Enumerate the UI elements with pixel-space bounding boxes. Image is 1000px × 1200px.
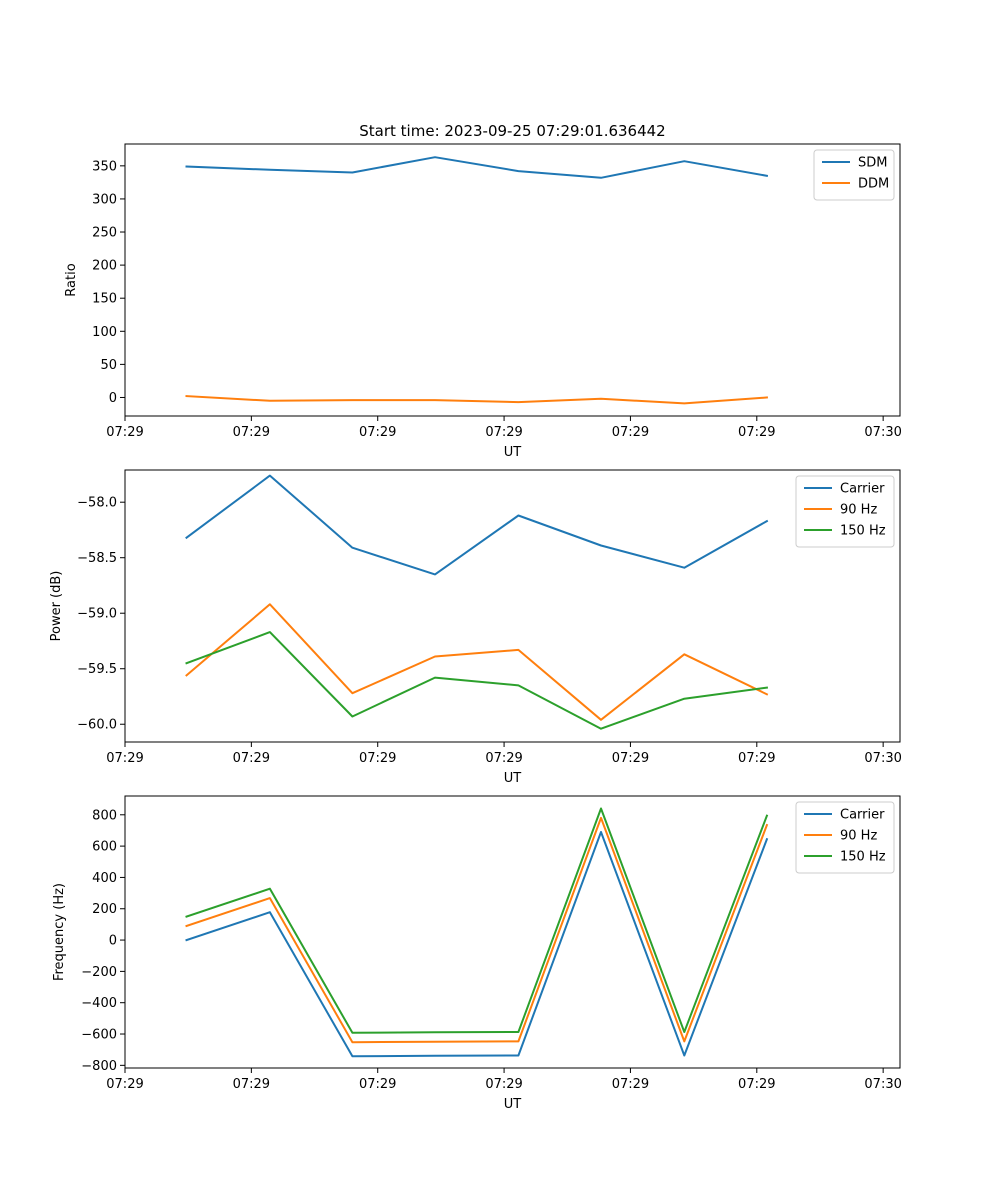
legend: Carrier 90 Hz 150 Hz <box>795 801 895 874</box>
axes-frame <box>124 469 901 743</box>
y-tick-label: 50 <box>100 358 117 373</box>
x-axis-label: UT <box>504 771 522 786</box>
x-tick-label: 07:30 <box>864 751 901 766</box>
y-tick-label: −600 <box>81 1028 117 1043</box>
x-tick-label: 07:29 <box>233 751 270 766</box>
x-tick-label: 07:29 <box>106 425 143 440</box>
y-tick-label: −200 <box>81 965 117 980</box>
x-tick-label: 07:29 <box>359 751 396 766</box>
series-line-150-hz <box>185 631 769 730</box>
legend-label: 150 Hz <box>840 524 886 539</box>
series-line-carrier <box>185 831 769 1058</box>
series-line-150-hz <box>185 807 769 1034</box>
y-tick-label: −800 <box>81 1059 117 1074</box>
x-axis-label: UT <box>504 1097 522 1112</box>
x-tick-label: 07:29 <box>612 425 649 440</box>
x-tick-label: 07:30 <box>864 1077 901 1092</box>
x-tick-label: 07:29 <box>485 1077 522 1092</box>
x-tick-label: 07:29 <box>612 1077 649 1092</box>
x-tick-label: 07:29 <box>233 1077 270 1092</box>
legend-label: SDM <box>858 156 887 171</box>
x-tick-label: 07:30 <box>864 425 901 440</box>
legend-label: 150 Hz <box>840 850 886 865</box>
y-tick-label: 250 <box>92 226 117 241</box>
series-line-carrier <box>185 474 769 576</box>
chart-panel-3: 07:29 07:29 07:29 07:29 07:29 07:29 07:30 −800 −… <box>52 795 902 1112</box>
y-tick-label: −59.0 <box>77 607 117 622</box>
x-tick-label: 07:29 <box>106 1077 143 1092</box>
legend: Carrier 90 Hz 150 Hz <box>795 475 895 548</box>
series-line-sdm <box>185 156 769 179</box>
chart-title: Start time: 2023-09-25 07:29:01.636442 <box>359 122 665 140</box>
y-tick-label: 200 <box>92 902 117 917</box>
y-axis-label: Ratio <box>64 263 79 296</box>
y-axis-label: Frequency (Hz) <box>52 883 67 981</box>
axes-frame <box>124 143 901 417</box>
x-tick-label: 07:29 <box>738 425 775 440</box>
chart-panel-2: 07:29 07:29 07:29 07:29 07:29 07:29 07:30 −60.0… <box>49 469 902 786</box>
series-line-ddm <box>185 395 768 405</box>
series-line-90-hz <box>185 816 769 1044</box>
x-axis-label: UT <box>504 445 522 460</box>
y-tick-label: −58.0 <box>77 496 117 511</box>
legend-label: Carrier <box>840 808 885 823</box>
x-tick-label: 07:29 <box>233 425 270 440</box>
y-tick-label: 150 <box>92 292 117 307</box>
y-tick-label: 200 <box>92 259 117 274</box>
y-tick-label: 0 <box>109 391 117 406</box>
axes-frame <box>124 795 901 1069</box>
legend-label: 90 Hz <box>840 503 877 518</box>
y-tick-label: 300 <box>92 192 117 207</box>
series-line-90-hz <box>185 603 769 721</box>
x-tick-label: 07:29 <box>738 751 775 766</box>
x-tick-label: 07:29 <box>612 751 649 766</box>
x-tick-label: 07:29 <box>359 425 396 440</box>
y-tick-label: 100 <box>92 325 117 340</box>
x-tick-label: 07:29 <box>485 751 522 766</box>
x-tick-label: 07:29 <box>106 751 143 766</box>
y-tick-label: 600 <box>92 840 117 855</box>
y-tick-label: −58.5 <box>77 551 117 566</box>
y-axis-label: Power (dB) <box>49 571 64 642</box>
y-tick-label: 800 <box>92 808 117 823</box>
x-tick-label: 07:29 <box>485 425 522 440</box>
y-tick-label: −60.0 <box>77 718 117 733</box>
legend: SDM DDM <box>813 149 895 201</box>
legend-label: Carrier <box>840 482 885 497</box>
y-tick-label: 350 <box>92 159 117 174</box>
x-tick-label: 07:29 <box>738 1077 775 1092</box>
y-tick-label: 0 <box>109 934 117 949</box>
y-tick-label: 400 <box>92 871 117 886</box>
legend-label: DDM <box>858 177 889 192</box>
chart-panel-1: 07:29 07:29 07:29 07:29 07:29 07:29 07:30 0 50 10… <box>64 143 902 460</box>
legend-label: 90 Hz <box>840 829 877 844</box>
y-tick-label: −59.5 <box>77 662 117 677</box>
y-tick-label: −400 <box>81 996 117 1011</box>
x-tick-label: 07:29 <box>359 1077 396 1092</box>
